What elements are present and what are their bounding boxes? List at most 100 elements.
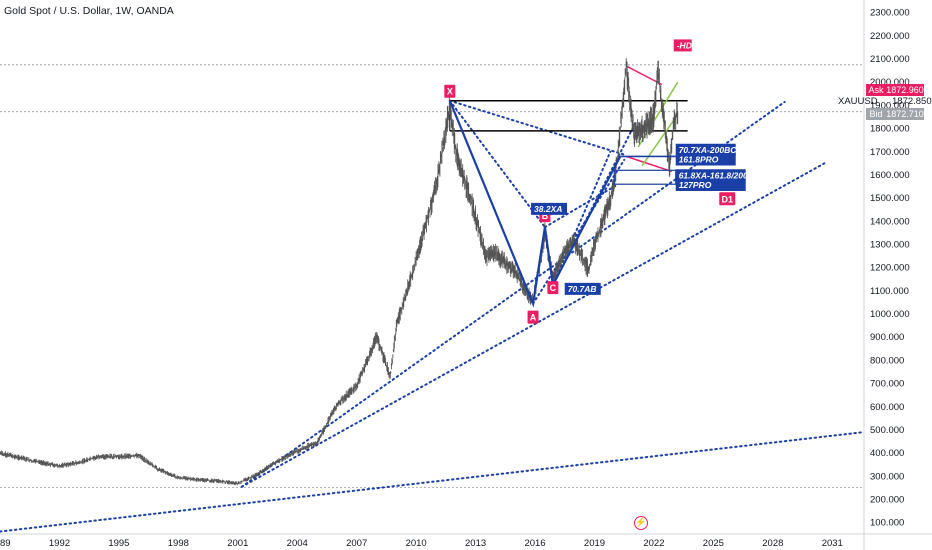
note-label: 161.8PRO <box>675 153 736 166</box>
target-zone-d1 <box>613 169 677 185</box>
pivot-box <box>547 281 559 295</box>
chart-title: Gold Spot / U.S. Dollar, 1W, OANDA <box>4 5 174 17</box>
dotted-trend-line <box>240 100 786 488</box>
x-tick-label: 2022 <box>643 538 664 549</box>
ask-tag: Ask 1872.960 <box>866 84 924 96</box>
note-label: 61.8XA-161.8/200BC <box>675 169 761 182</box>
pivot-d1: D1 <box>719 192 736 206</box>
note-box <box>564 282 601 295</box>
pivot-text: A <box>530 313 537 323</box>
trend-lines[interactable] <box>0 65 863 533</box>
y-tick-label: 900.000 <box>870 332 904 343</box>
dotted-trend-line <box>0 431 863 533</box>
y-tick-label: 200.000 <box>870 495 904 506</box>
note-text: 38.2XA <box>534 204 562 214</box>
dotted-trend-line <box>448 99 628 157</box>
y-tick-label: 2100.000 <box>870 54 910 65</box>
last-value: 1872.850 <box>892 96 932 107</box>
y-tick-label: 800.000 <box>870 355 904 366</box>
note-label: 127PRO <box>675 178 746 191</box>
x-tick-label: 2013 <box>465 538 486 549</box>
ask-label: Ask <box>866 84 886 96</box>
pivot-text: C <box>550 283 557 293</box>
note-text: 127PRO <box>679 180 712 190</box>
y-tick-label: 700.000 <box>870 379 904 390</box>
note-box <box>675 153 736 166</box>
x-tick-label: 2016 <box>524 538 545 549</box>
x-tick-label: 2004 <box>287 538 308 549</box>
pivot-c: C <box>547 281 559 295</box>
xabcd-path <box>448 100 622 308</box>
price-series <box>0 58 679 486</box>
y-tick-label: 1600.000 <box>870 170 910 181</box>
x-tick-label: 2007 <box>346 538 367 549</box>
note-label: 70.7XA-200BC <box>675 143 738 156</box>
y-tick-label: 500.000 <box>870 425 904 436</box>
dotted-trend-line <box>532 158 626 305</box>
y-tick-label: 1200.000 <box>870 263 910 274</box>
y-tick-label: 300.000 <box>870 471 904 482</box>
x-tick-label: 1998 <box>168 538 189 549</box>
symbol-label: XAUUSD <box>838 96 878 107</box>
y-tick-label: 1000.000 <box>870 309 910 320</box>
note-text: 70.7AB <box>568 284 597 294</box>
y-tick-label: 2300.000 <box>870 8 910 19</box>
note-box <box>531 202 568 215</box>
pivot-text: D1 <box>721 194 733 204</box>
channel-top <box>625 65 663 86</box>
y-tick-label: 1400.000 <box>870 216 910 227</box>
note-box <box>673 39 692 52</box>
dotted-trend-line <box>240 162 826 488</box>
x-tick-label: 2025 <box>703 538 724 549</box>
x-tick-label: 1995 <box>108 538 129 549</box>
lightning-icon[interactable]: ⚡ <box>634 516 648 530</box>
pivot-box <box>527 310 539 324</box>
note-label: -HD <box>673 39 692 52</box>
note-box <box>675 143 736 156</box>
x-tick-label: 2028 <box>762 538 783 549</box>
channel-bottom <box>625 155 673 173</box>
pivot-box <box>719 192 736 206</box>
x-tick-label: 2019 <box>584 538 605 549</box>
y-tick-label: 1800.000 <box>870 124 910 135</box>
ask-value: 1872.960 <box>886 84 924 96</box>
dashed-reference-lines <box>0 64 864 488</box>
y-tick-label: 600.000 <box>870 402 904 413</box>
y-tick-label: 2000.000 <box>870 77 910 88</box>
y-tick-label: 1700.000 <box>870 147 910 158</box>
dotted-trend-line <box>543 183 620 229</box>
y-tick-label: 1300.000 <box>870 239 910 250</box>
dotted-trend-line <box>448 99 546 229</box>
pivot-text: X <box>447 87 453 97</box>
pivot-text: B <box>542 211 549 221</box>
time-axis[interactable]: 1989 1992 1995 1998 2001 2004 2007 2010 2013 2016… <box>0 538 843 549</box>
note-text: 61.8XA-161.8/200BC <box>679 170 761 180</box>
note-box <box>675 169 746 182</box>
bid-value: 1872.710 <box>886 108 924 120</box>
y-tick-label: 400.000 <box>870 448 904 459</box>
x-tick-label: 1989 <box>0 538 11 549</box>
pivot-box <box>444 84 456 98</box>
note-text: 161.8PRO <box>679 154 719 164</box>
note-label: 38.2XA <box>531 202 568 215</box>
note-text: 70.7XA-200BC <box>679 145 738 155</box>
bid-tag: Bid 1872.710 <box>866 108 924 120</box>
bid-label: Bid <box>866 108 886 120</box>
y-tick-label: 2200.000 <box>870 31 910 42</box>
harmonic-pattern[interactable] <box>448 100 676 308</box>
x-tick-label: 2010 <box>406 538 427 549</box>
target-zones[interactable] <box>613 169 677 185</box>
y-tick-label: 1100.000 <box>870 286 909 297</box>
note-label: 70.7AB <box>564 282 601 295</box>
pattern-labels: XABCD2D138.2XA70.7AB70.7XA-200BC161.8PRO… <box>444 39 761 324</box>
x-tick-label: 2001 <box>227 538 248 549</box>
y-tick-label: 1500.000 <box>870 193 910 204</box>
note-box <box>675 178 746 191</box>
y-tick-label: 100.000 <box>870 518 904 529</box>
y-tick-label: 1900.000 <box>870 100 910 111</box>
x-tick-label: 2031 <box>822 538 843 549</box>
x-tick-label: 1992 <box>49 538 70 549</box>
